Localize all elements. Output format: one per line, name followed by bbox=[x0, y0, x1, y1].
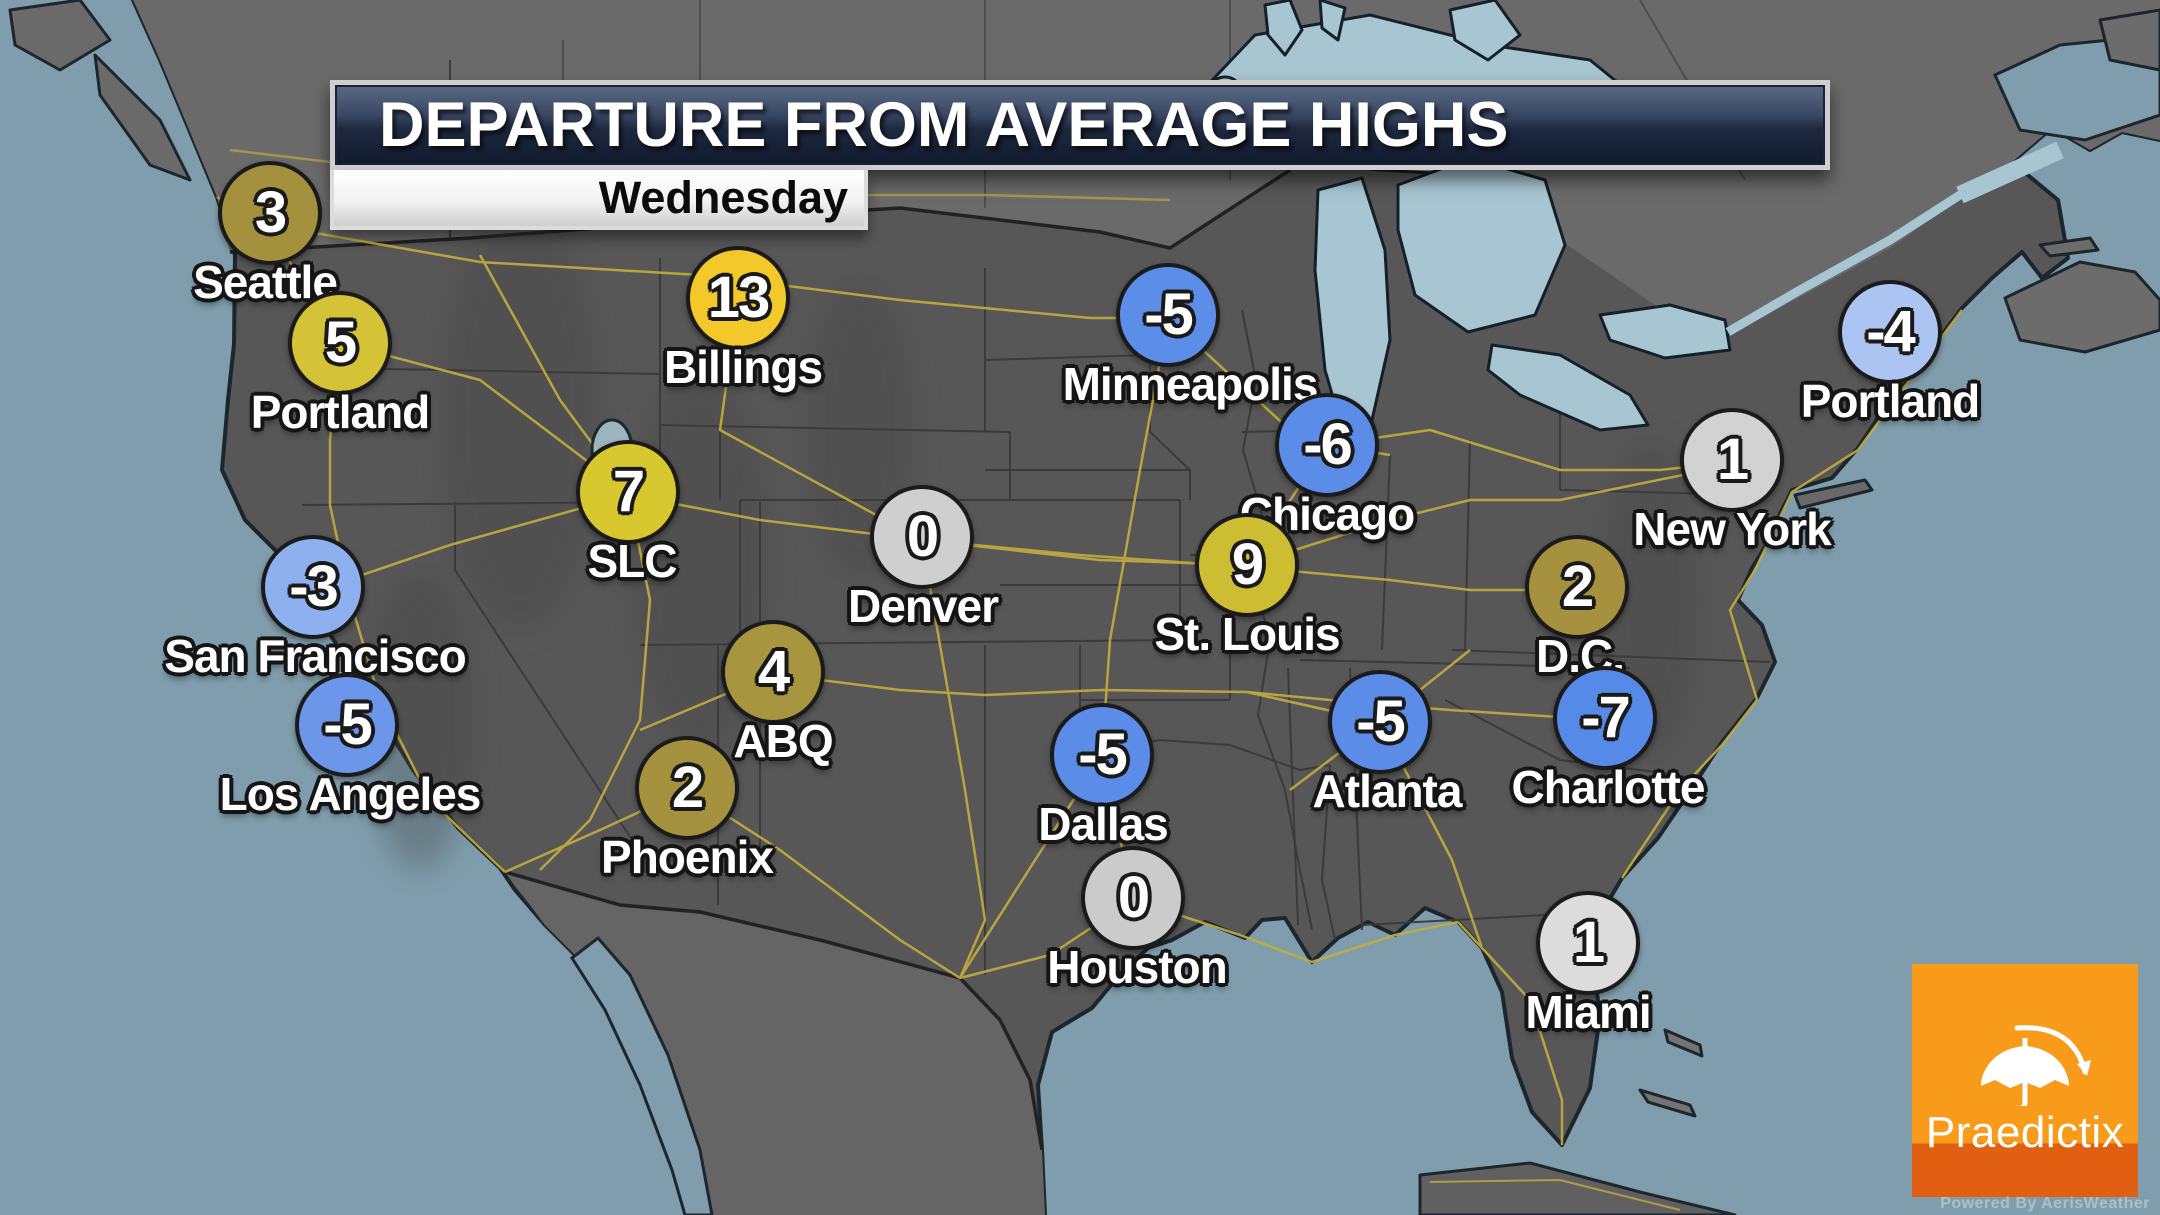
lake-erie bbox=[1486, 343, 1650, 432]
departure-value-circle: 1 bbox=[1536, 891, 1640, 995]
departure-value: 9 bbox=[1231, 532, 1264, 597]
city-label: SLC bbox=[587, 535, 678, 587]
lake-ontario bbox=[1598, 303, 1732, 360]
departure-value-circle: 2 bbox=[1525, 535, 1629, 639]
page-title: DEPARTURE FROM AVERAGE HIGHS bbox=[379, 90, 1509, 160]
small-lake bbox=[1318, 0, 1347, 42]
city-label: Los Angeles bbox=[219, 768, 482, 820]
city-label: New York bbox=[1633, 503, 1831, 555]
city-label: San Francisco bbox=[164, 630, 466, 682]
city-label: Phoenix bbox=[601, 831, 774, 883]
departure-value: -4 bbox=[1866, 299, 1916, 364]
departure-value: 5 bbox=[324, 310, 357, 375]
departure-value-circle: 13 bbox=[686, 246, 790, 350]
departure-value-circle: 5 bbox=[288, 291, 392, 395]
departure-value-circle: -6 bbox=[1275, 393, 1379, 497]
departure-value-circle: -4 bbox=[1838, 280, 1942, 384]
mexico-region bbox=[505, 872, 1045, 1215]
departure-value: 2 bbox=[1561, 554, 1594, 619]
city-label: Miami bbox=[1525, 986, 1651, 1038]
departure-value-circle: 7 bbox=[576, 440, 680, 544]
lake-winnipeg bbox=[1263, 0, 1304, 57]
bahamas-2 bbox=[1663, 1028, 1704, 1058]
long-island bbox=[1793, 478, 1874, 510]
attribution-text: Powered By AerisWeather bbox=[1940, 1195, 2150, 1212]
departure-value: -3 bbox=[289, 554, 339, 619]
departure-value-circle: -3 bbox=[261, 535, 365, 639]
departure-value: 3 bbox=[254, 180, 287, 245]
praedictix-logo: Praedictix bbox=[1912, 964, 2138, 1197]
cuba-road bbox=[1429, 1178, 1681, 1211]
day-label: Wednesday bbox=[598, 172, 848, 223]
departure-value-circle: 0 bbox=[1081, 846, 1185, 950]
departure-value-circle: 2 bbox=[635, 736, 739, 840]
departure-value-circle: 1 bbox=[1680, 408, 1784, 512]
haida-gwaii bbox=[8, 0, 112, 72]
city-label: Atlanta bbox=[1312, 765, 1463, 817]
departure-value: 13 bbox=[707, 265, 770, 330]
umbrella-icon bbox=[1981, 1025, 2091, 1106]
city-label: ABQ bbox=[733, 715, 833, 767]
city-label: Seattle bbox=[193, 256, 338, 308]
departure-value: -5 bbox=[1078, 722, 1128, 787]
city-label: St. Louis bbox=[1154, 608, 1340, 660]
departure-value: -7 bbox=[1581, 685, 1631, 750]
departure-value: 0 bbox=[906, 504, 939, 569]
departure-value: -5 bbox=[1144, 282, 1194, 347]
departure-value-circle: -5 bbox=[1050, 703, 1154, 807]
city-label: Denver bbox=[848, 580, 999, 632]
departure-value: 1 bbox=[1572, 910, 1605, 975]
departure-value-circle: 0 bbox=[870, 485, 974, 589]
cuba bbox=[1418, 1161, 1737, 1215]
logo-wordmark: Praedictix bbox=[1925, 1108, 2125, 1157]
national-borders bbox=[229, 168, 1291, 1151]
city-label: Portland bbox=[250, 386, 431, 438]
city-label: Dallas bbox=[1038, 798, 1169, 850]
departure-value: -6 bbox=[1303, 412, 1353, 477]
departure-value-circle: -5 bbox=[1116, 263, 1220, 367]
departure-value-circle: -5 bbox=[295, 673, 399, 777]
title-banner: DEPARTURE FROM AVERAGE HIGHS bbox=[330, 80, 1830, 170]
departure-value: 2 bbox=[671, 755, 704, 820]
departure-value-circle: 3 bbox=[218, 161, 322, 265]
islands bbox=[8, 0, 2160, 1215]
newfoundland bbox=[2098, 8, 2160, 72]
departure-value: 4 bbox=[757, 639, 790, 704]
departure-value-circle: 9 bbox=[1195, 513, 1299, 617]
departure-value: 1 bbox=[1716, 427, 1749, 492]
vancouver-island bbox=[93, 53, 192, 182]
city-label: Minneapolis bbox=[1062, 358, 1319, 410]
day-banner: Wednesday bbox=[330, 170, 868, 230]
departure-value-circle: -5 bbox=[1328, 670, 1432, 774]
departure-value: -5 bbox=[323, 692, 373, 757]
departure-value-circle: -7 bbox=[1553, 666, 1657, 770]
departure-value: 7 bbox=[612, 459, 645, 524]
city-label: Billings bbox=[663, 341, 823, 393]
departure-value: -5 bbox=[1356, 689, 1406, 754]
st-lawrence-river bbox=[1725, 141, 2064, 336]
prince-edward-island bbox=[2038, 236, 2100, 258]
bahamas bbox=[1638, 1088, 1697, 1118]
lake-nipigon bbox=[1448, 0, 1522, 62]
departure-value-circle: 4 bbox=[721, 620, 825, 724]
gulf-of-california bbox=[569, 935, 714, 1215]
city-label: Houston bbox=[1047, 941, 1228, 993]
departure-value: 0 bbox=[1117, 865, 1150, 930]
city-label: Charlotte bbox=[1511, 761, 1706, 813]
city-label: Portland bbox=[1800, 375, 1981, 427]
nova-scotia bbox=[2003, 260, 2160, 354]
